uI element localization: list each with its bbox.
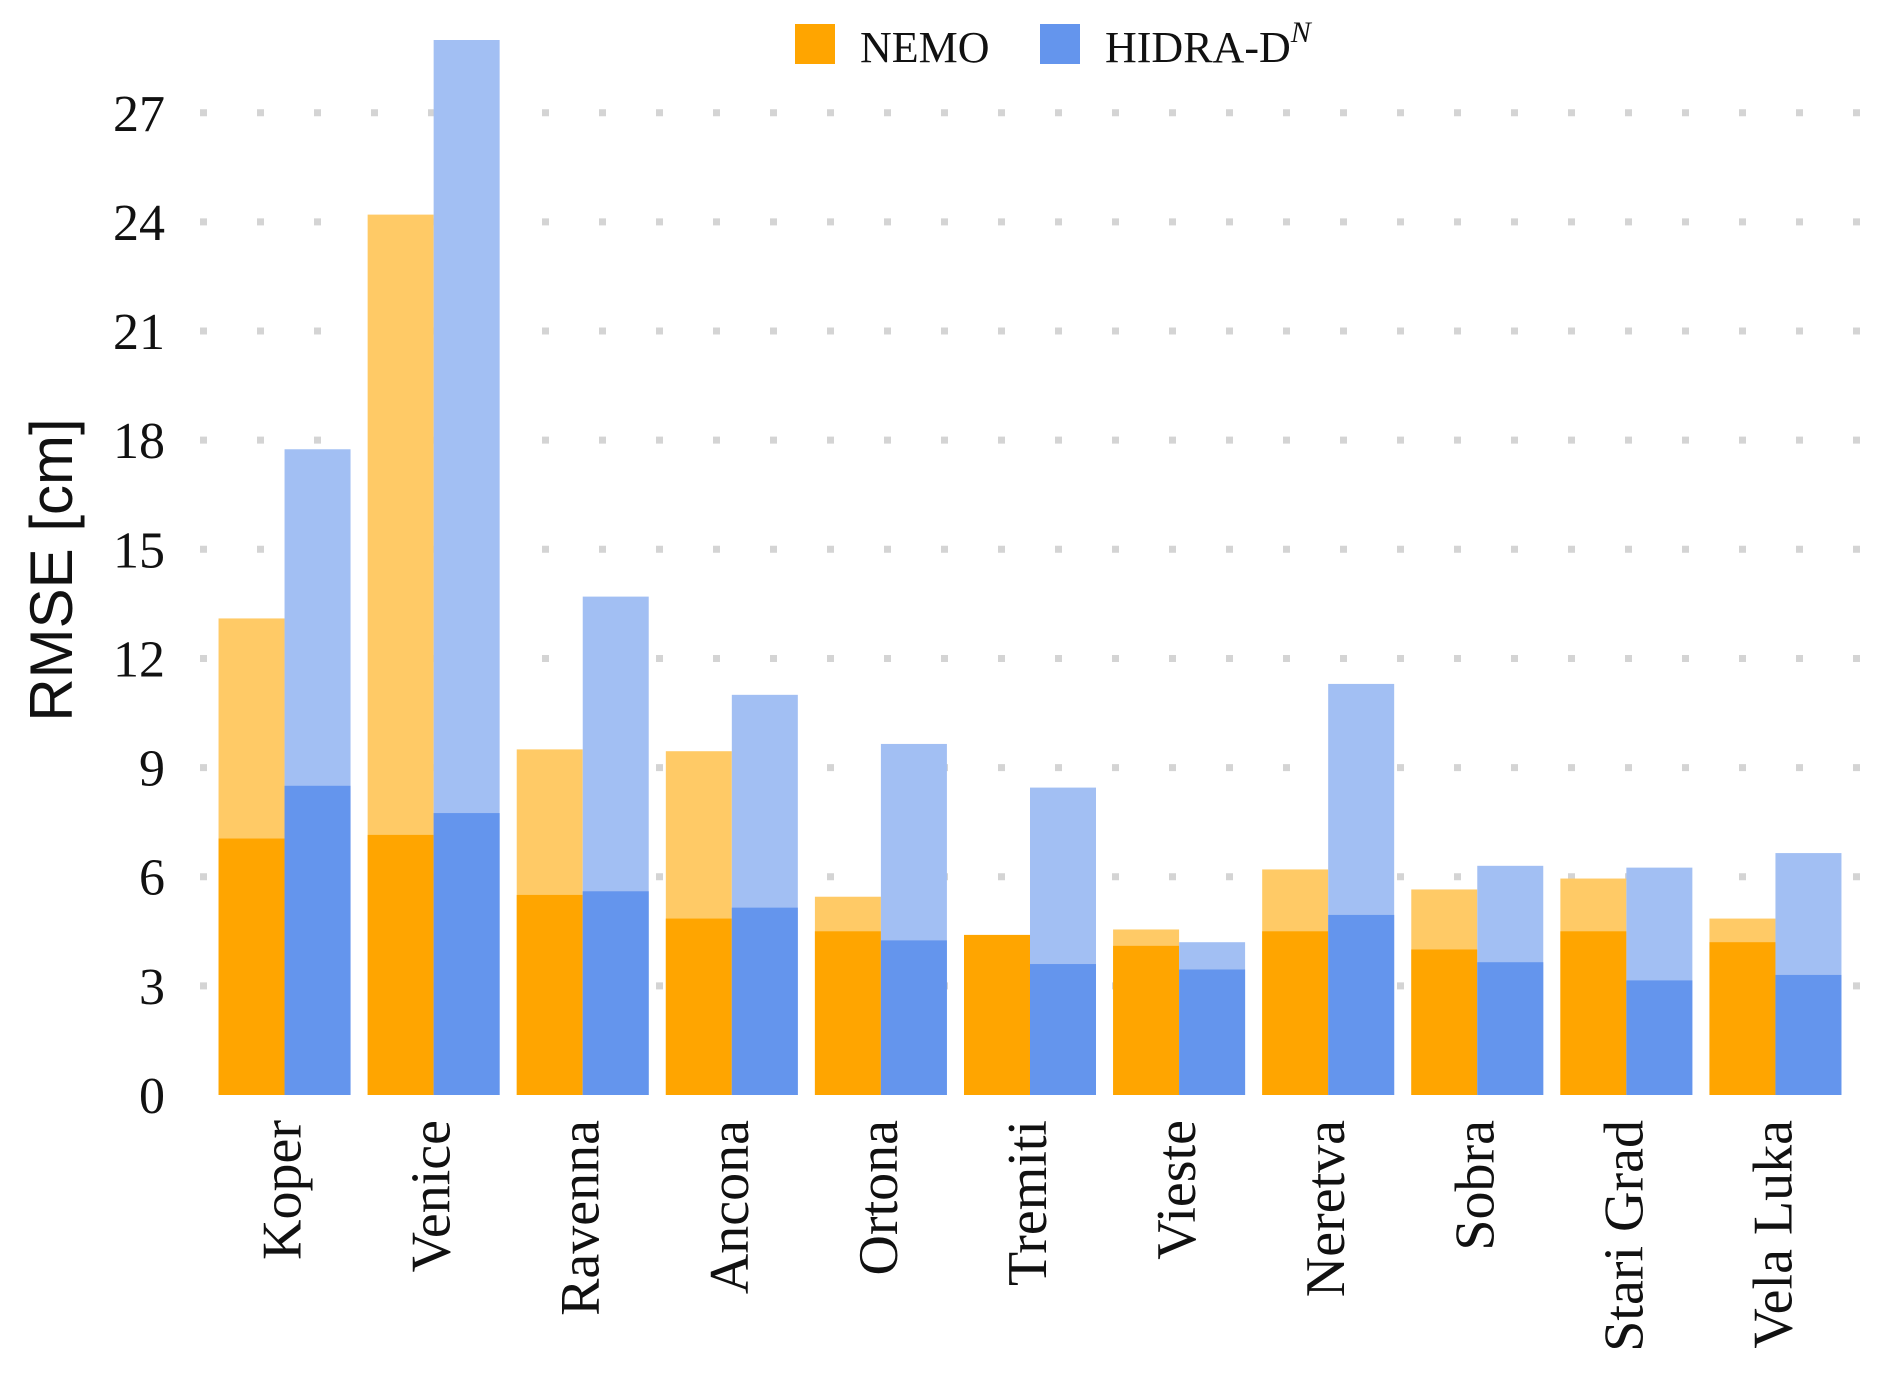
y-tick-label-9: 9 [139,741,165,798]
bar-hidra-dark-stari-grad [1626,980,1693,1095]
y-axis-title: RMSE [cm] [18,418,85,721]
y-tick-label-15: 15 [113,522,165,579]
legend: NEMO HIDRA-DN [795,16,1313,72]
y-tick-label-27: 27 [113,86,165,143]
y-tick-label-18: 18 [113,413,165,470]
bar-hidra-dark-vela-luka [1775,974,1842,1095]
y-tick-label-21: 21 [113,304,165,361]
legend-swatch-hidra [1040,24,1080,64]
bars [218,40,1842,1096]
legend-swatch-nemo [795,24,835,64]
x-tick-labels: Koper Venice Ravenna Ancona Ortona Tremiti Vie… [252,1120,1805,1352]
bar-nemo-dark-tremiti [964,934,1030,1095]
bar-hidra-dark-ortona [880,940,947,1095]
x-tick-label-ancona: Ancona [699,1120,761,1294]
legend-label-nemo: NEMO [860,23,990,72]
x-tick-label-neretva: Neretva [1295,1120,1357,1297]
y-tick-label-12: 12 [113,631,165,688]
bar-hidra-dark-ravenna [582,891,649,1095]
bar-hidra-dark-ancona [731,907,798,1095]
x-tick-label-vela-luka: Vela Luka [1742,1120,1804,1349]
y-tick-label-3: 3 [139,959,165,1016]
bar-nemo-dark-neretva [1262,931,1329,1095]
bar-nemo-dark-ravenna [516,894,583,1095]
bar-hidra-dark-venice [433,813,500,1095]
x-tick-label-stari-grad: Stari Grad [1593,1120,1655,1352]
bar-hidra-dark-vieste [1179,969,1246,1095]
bar-nemo-dark-koper [218,838,285,1095]
x-tick-label-ortona: Ortona [848,1120,910,1276]
x-tick-label-tremiti: Tremiti [997,1120,1059,1286]
y-tick-label-0: 0 [139,1068,165,1125]
x-tick-label-sobra: Sobra [1444,1120,1506,1251]
bar-hidra-dark-sobra [1477,962,1544,1095]
bar-nemo-dark-ancona [665,918,732,1095]
bar-hidra-dark-neretva [1328,914,1395,1095]
y-tick-label-24: 24 [113,195,165,252]
x-tick-label-venice: Venice [401,1120,463,1272]
bar-nemo-dark-vela-luka [1709,942,1776,1095]
bar-nemo-dark-venice [367,834,434,1095]
bar-nemo-dark-stari-grad [1560,931,1627,1095]
bar-nemo-dark-sobra [1411,949,1478,1095]
x-tick-label-koper: Koper [252,1120,314,1260]
bar-hidra-dark-koper [284,785,351,1095]
y-tick-label-6: 6 [139,850,165,907]
legend-label-hidra: HIDRA-DN [1105,16,1313,72]
bar-nemo-dark-vieste [1113,945,1180,1095]
x-tick-label-vieste: Vieste [1146,1120,1208,1260]
bar-hidra-dark-tremiti [1030,964,1096,1095]
x-tick-label-ravenna: Ravenna [550,1120,612,1316]
bar-nemo-dark-ortona [814,931,881,1095]
y-tick-labels: 0 3 6 9 12 15 18 21 24 27 [113,86,165,1125]
